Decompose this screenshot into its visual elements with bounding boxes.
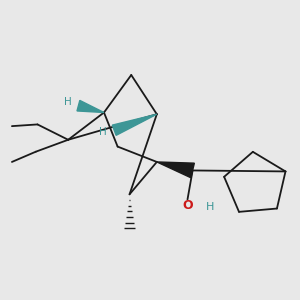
Text: H: H [206, 202, 214, 212]
Text: H: H [99, 127, 107, 137]
Text: O: O [182, 199, 193, 212]
Polygon shape [157, 162, 194, 178]
Polygon shape [77, 100, 104, 112]
Polygon shape [112, 114, 157, 135]
Text: H: H [64, 97, 72, 106]
